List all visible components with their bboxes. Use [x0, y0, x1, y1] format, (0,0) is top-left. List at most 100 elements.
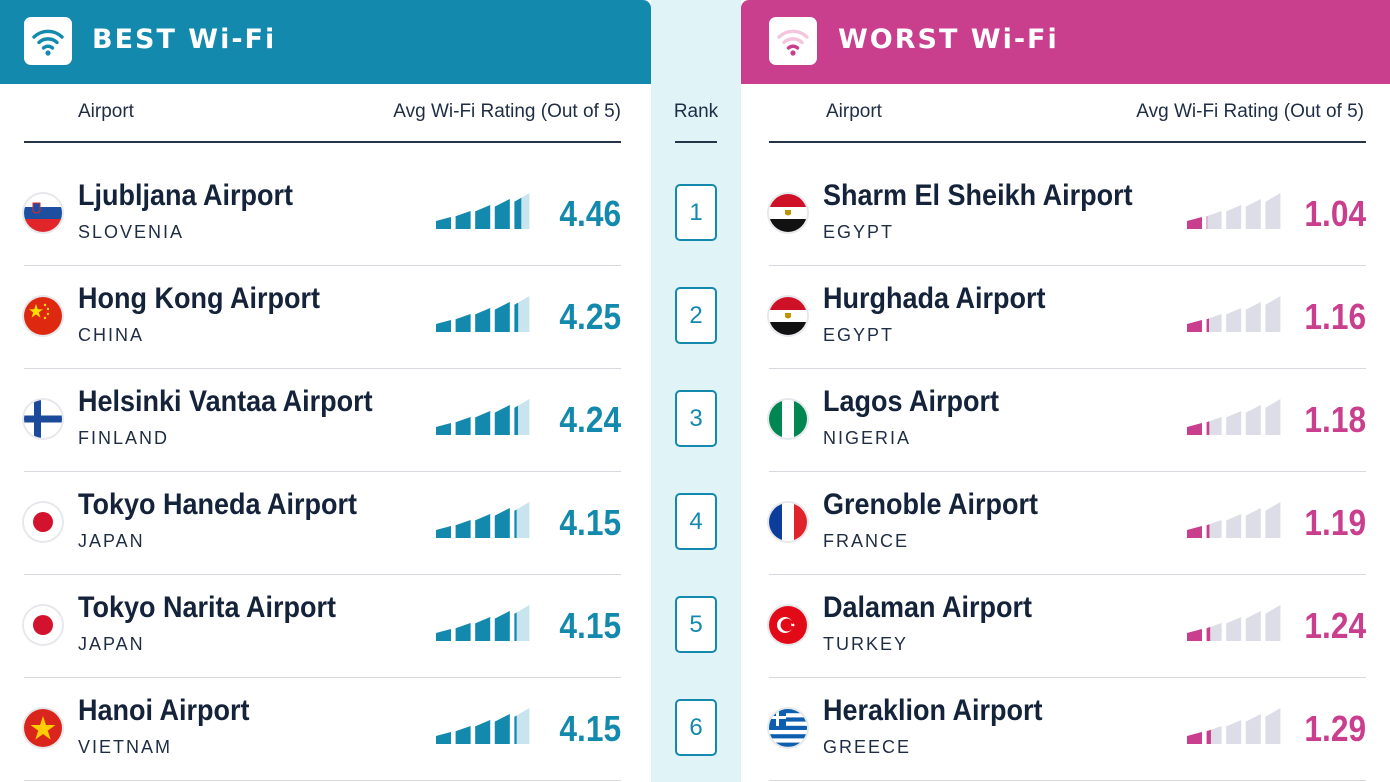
worst-table-row: Sharm El Sheikh Airport EGYPT 1.04: [769, 163, 1366, 266]
best-5-bar-1-fill: [436, 629, 451, 641]
worst-5-bar-2-fill: [1206, 626, 1211, 641]
best-3-bar-3-fill: [475, 411, 491, 435]
rank-badge: 3: [675, 390, 717, 447]
worst-2-bar-3-track: [1226, 308, 1242, 332]
best-rating-bars: [436, 501, 536, 543]
best-6-signal-bars: [436, 708, 530, 744]
best-country: JAPAN: [78, 634, 145, 654]
best-5-bar-3-fill: [475, 617, 491, 641]
worst-rating-value: 1.19: [1304, 502, 1366, 543]
worst-table-row: Lagos Airport NIGERIA 1.18: [769, 369, 1366, 472]
nigeria-flag: [769, 400, 807, 438]
rank-column-header: Rank: [673, 101, 719, 122]
worst-1-signal-bars: [1187, 193, 1281, 229]
best-2-bar-3-fill: [475, 308, 491, 332]
worst-rating-value: 1.29: [1304, 708, 1366, 749]
best-6-bar-1-fill: [436, 732, 451, 744]
best-rating-value: 4.25: [559, 296, 621, 337]
worst-wifi-panel: WORST Wi-Fi Airport Avg Wi-Fi Rating (Ou…: [741, 0, 1390, 782]
best-wifi-panel: BEST Wi-Fi Airport Avg Wi-Fi Rating (Out…: [0, 0, 651, 782]
best-1-signal-bars: [436, 193, 530, 229]
best-2-bar-5-fill: [514, 302, 519, 332]
best-rating-value: 4.46: [559, 193, 621, 234]
worst-airport-name: Lagos Airport: [823, 385, 1000, 418]
worst-6-bar-3-track: [1226, 720, 1242, 744]
best-5-bar-2-fill: [455, 623, 471, 641]
best-3-bar-5-track: [514, 399, 530, 435]
best-6-bar-2-fill: [455, 726, 471, 744]
best-country: FINLAND: [78, 428, 170, 448]
best-table-row: Tokyo Haneda Airport JAPAN 4.15: [24, 472, 621, 575]
worst-airport-name: Grenoble Airport: [823, 488, 1039, 521]
best-3-bar-1-fill: [436, 423, 451, 435]
worst-5-signal-bars: [1187, 605, 1281, 641]
worst-country: FRANCE: [823, 531, 910, 551]
worst-4-bar-3-track: [1226, 514, 1242, 538]
best-title: BEST Wi-Fi: [92, 24, 277, 55]
best-country: VIETNAM: [78, 737, 173, 757]
worst-rating-value: 1.18: [1304, 399, 1366, 440]
worst-1-bar-2-fill: [1206, 215, 1208, 229]
best-airport-name: Tokyo Haneda Airport: [78, 488, 358, 521]
worst-4-bar-2-fill: [1206, 524, 1210, 538]
best-5-bar-5-fill: [514, 612, 517, 641]
best-1-bar-3-fill: [475, 205, 491, 229]
worst-5-bar-4-track: [1245, 611, 1261, 641]
japan-flag: [24, 503, 62, 541]
worst-rating-bars: [1187, 295, 1287, 337]
worst-6-bar-4-track: [1245, 714, 1261, 744]
best-2-signal-bars: [436, 296, 530, 332]
best-4-bar-5-fill: [514, 509, 517, 538]
worst-2-bar-1-fill: [1187, 320, 1202, 332]
best-airport-name: Hanoi Airport: [78, 694, 250, 727]
best-2-bar-1-fill: [436, 320, 451, 332]
worst-header-rule: [769, 141, 1366, 143]
worst-airport-column-header: Airport: [826, 101, 882, 122]
vietnam-flag: [24, 709, 62, 747]
best-3-bar-2-fill: [455, 417, 471, 435]
worst-country: EGYPT: [823, 222, 895, 242]
wifi-icon: [24, 17, 72, 65]
rank-header-rule: [675, 141, 717, 143]
worst-rating-value: 1.24: [1304, 605, 1366, 646]
best-5-bar-4-fill: [494, 611, 510, 641]
worst-6-bar-1-fill: [1187, 732, 1202, 744]
best-table-row: Ljubljana Airport SLOVENIA 4.46: [24, 163, 621, 266]
row-divider: [769, 471, 1366, 472]
best-3-bar-4-fill: [494, 405, 510, 435]
best-country: CHINA: [78, 325, 145, 345]
worst-3-bar-3-track: [1226, 411, 1242, 435]
worst-1-bar-2-track: [1206, 211, 1222, 229]
rank-badge: 2: [675, 287, 717, 344]
best-table-row: Hanoi Airport VIETNAM 4.15: [24, 678, 621, 781]
best-1-bar-4-fill: [494, 199, 510, 229]
best-airport-name: Ljubljana Airport: [78, 179, 294, 212]
row-divider: [24, 471, 621, 472]
rank-column: Rank 1 2 3 4 5 6: [651, 0, 741, 782]
worst-rating-bars: [1187, 398, 1287, 440]
best-rating-bars: [436, 398, 536, 440]
best-6-bar-5-track: [514, 708, 530, 744]
best-1-bar-1-fill: [436, 217, 451, 229]
worst-table-row: Grenoble Airport FRANCE 1.19: [769, 472, 1366, 575]
slovenia-flag: [24, 194, 62, 232]
worst-table-row: Dalaman Airport TURKEY 1.24: [769, 575, 1366, 678]
worst-4-signal-bars: [1187, 502, 1281, 538]
worst-country: TURKEY: [823, 634, 909, 654]
row-divider: [769, 780, 1366, 781]
worst-rating-bars: [1187, 604, 1287, 646]
best-3-signal-bars: [436, 399, 530, 435]
best-1-bar-5-fill: [514, 197, 522, 229]
rank-badge: 5: [675, 596, 717, 653]
worst-4-bar-2-track: [1206, 520, 1222, 538]
best-1-bar-2-fill: [455, 211, 471, 229]
best-rating-value: 4.24: [559, 399, 621, 440]
japan-flag: [24, 606, 62, 644]
worst-rating-column-header: Avg Wi-Fi Rating (Out of 5): [1136, 101, 1364, 122]
wifi-icon: [769, 17, 817, 65]
china-flag: [24, 297, 62, 335]
row-divider: [769, 574, 1366, 575]
best-4-bar-3-fill: [475, 514, 491, 538]
row-divider: [24, 368, 621, 369]
worst-4-bar-4-track: [1245, 508, 1261, 538]
